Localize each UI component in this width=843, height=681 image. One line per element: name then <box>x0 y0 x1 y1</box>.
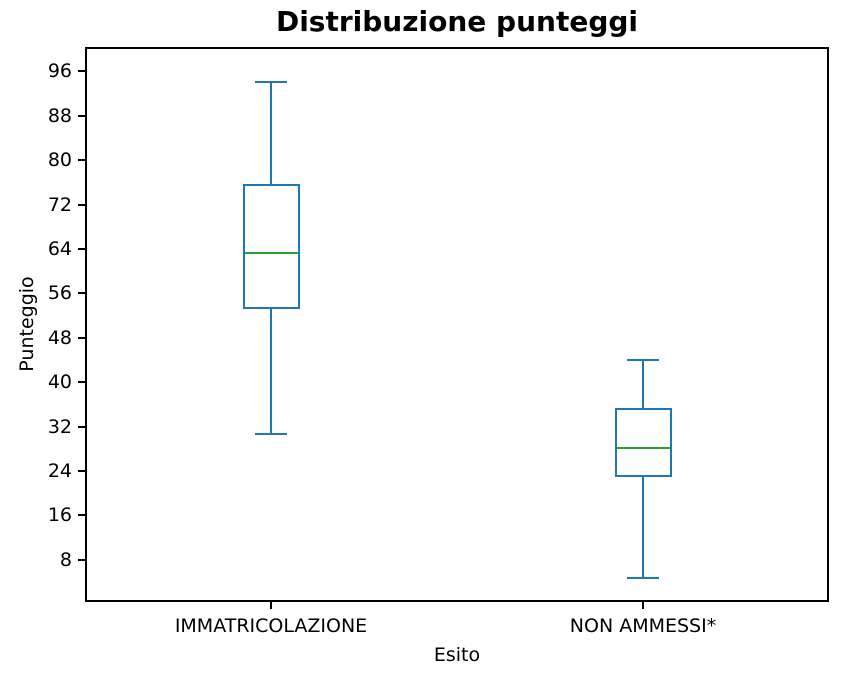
y-tick-mark <box>78 248 85 251</box>
x-tick-mark <box>270 602 272 609</box>
y-tick-label: 64 <box>47 238 72 261</box>
chart-title: Distribuzione punteggi <box>275 5 639 38</box>
y-tick-label: 16 <box>47 504 72 527</box>
y-tick-mark <box>78 425 85 428</box>
boxplot-cap-lower <box>255 433 287 436</box>
y-tick-label: 96 <box>47 60 72 83</box>
y-tick-mark <box>78 381 85 384</box>
x-axis-label: Esito <box>433 644 481 666</box>
boxplot-cap-lower <box>627 576 659 579</box>
y-tick-mark <box>78 292 85 295</box>
y-tick-mark <box>78 114 85 117</box>
plot-area <box>85 47 829 602</box>
y-tick-mark <box>78 558 85 561</box>
x-tick-label: NON AMMESSI* <box>569 615 717 637</box>
boxplot-cap-upper <box>627 359 659 362</box>
x-tick-label: IMMATRICOLAZIONE <box>174 615 368 637</box>
boxplot-median <box>244 252 298 255</box>
y-tick-label: 88 <box>47 104 72 127</box>
boxplot-box <box>242 184 300 309</box>
y-tick-mark <box>78 336 85 339</box>
y-tick-label: 56 <box>47 282 72 305</box>
y-tick-label: 24 <box>47 460 72 483</box>
y-axis-label: Punteggio <box>16 276 38 372</box>
boxplot-box <box>614 408 672 478</box>
y-tick-mark <box>78 159 85 162</box>
y-tick-label: 80 <box>47 149 72 172</box>
y-tick-label: 32 <box>47 415 72 438</box>
boxplot-whisker-lower <box>642 477 644 578</box>
y-tick-mark <box>78 514 85 517</box>
boxplot-whisker-lower <box>270 308 272 435</box>
y-tick-label: 48 <box>47 326 72 349</box>
y-tick-label: 8 <box>59 548 72 571</box>
x-tick-mark <box>642 602 644 609</box>
y-tick-mark <box>78 470 85 473</box>
y-tick-label: 72 <box>47 193 72 216</box>
boxplot-whisker-upper <box>270 81 272 185</box>
boxplot-cap-upper <box>255 80 287 83</box>
y-tick-mark <box>78 70 85 73</box>
boxplot-whisker-upper <box>642 360 644 409</box>
boxplot-median <box>616 447 670 450</box>
y-tick-mark <box>78 203 85 206</box>
y-tick-label: 40 <box>47 371 72 394</box>
